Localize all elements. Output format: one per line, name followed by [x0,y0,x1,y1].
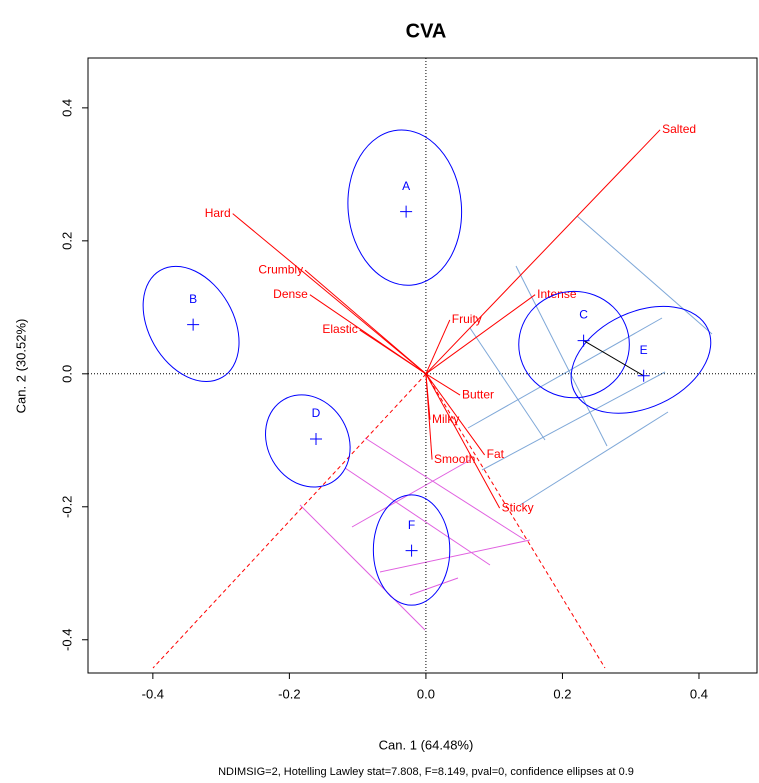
variable-arrow [425,373,486,456]
variable-label: Smooth [434,452,475,466]
confidence-ellipse [518,290,630,399]
confidence-ellipse [570,305,712,414]
variable-label: Hard [205,206,231,220]
variable-arrow [425,294,536,375]
x-tick-label: 0.0 [417,686,435,701]
group-link [583,340,644,377]
group-centroid [400,205,413,218]
x-tick-label: -0.4 [142,686,164,701]
x-tick-label: 0.4 [690,686,708,701]
variable-label: Crumbly [258,262,303,276]
confidence-ellipse [265,394,351,488]
variable-label: Salted [662,122,696,136]
group-label: E [640,343,648,357]
projection-axes [152,373,606,669]
group-centroid [405,544,418,557]
group-centroid [187,318,200,331]
confidence-ellipse [142,265,240,383]
y-axis-label: Can. 2 (30.52%) [13,319,28,414]
variable-label: Sticky [502,500,534,514]
variable-arrow [425,319,451,375]
variable-arrow [359,329,427,375]
y-tick-label: 0.4 [59,99,74,117]
variable-label: Fruity [452,312,482,326]
variable-arrow [425,373,461,396]
x-tick-label: 0.2 [553,686,571,701]
variable-arrow [232,213,427,375]
plot-frame [87,57,758,674]
confidence-ellipse [372,494,451,606]
group-centroid [310,432,323,445]
variable-label: Fat [487,447,505,461]
y-tick-label: 0.0 [59,365,74,383]
group-label: D [312,406,321,420]
y-tick-label: -0.2 [59,496,74,518]
variable-arrow [425,373,501,509]
footnote: NDIMSIG=2, Hotelling Lawley stat=7.808, … [218,766,634,778]
variable-label: Elastic [322,322,357,336]
group-label: B [189,292,197,306]
x-axis-label: Can. 1 (64.48%) [379,737,474,752]
variable-label: Butter [462,387,494,401]
y-tick-label: -0.4 [59,629,74,651]
variable-arrow [425,129,661,375]
group-label: F [408,518,415,532]
group-label: A [402,179,410,193]
y-tick-label: 0.2 [59,232,74,250]
projection-lines [467,215,713,506]
variable-arrow [425,373,433,460]
variable-label: Dense [273,287,308,301]
group-centroid [637,369,650,382]
group-centroid [577,334,590,347]
variable-arrow [304,269,427,375]
chart-title: CVA [406,20,447,42]
group-label: C [579,308,588,322]
projection-lines [299,437,531,631]
x-tick-label: -0.2 [278,686,300,701]
confidence-ellipse [347,129,463,286]
